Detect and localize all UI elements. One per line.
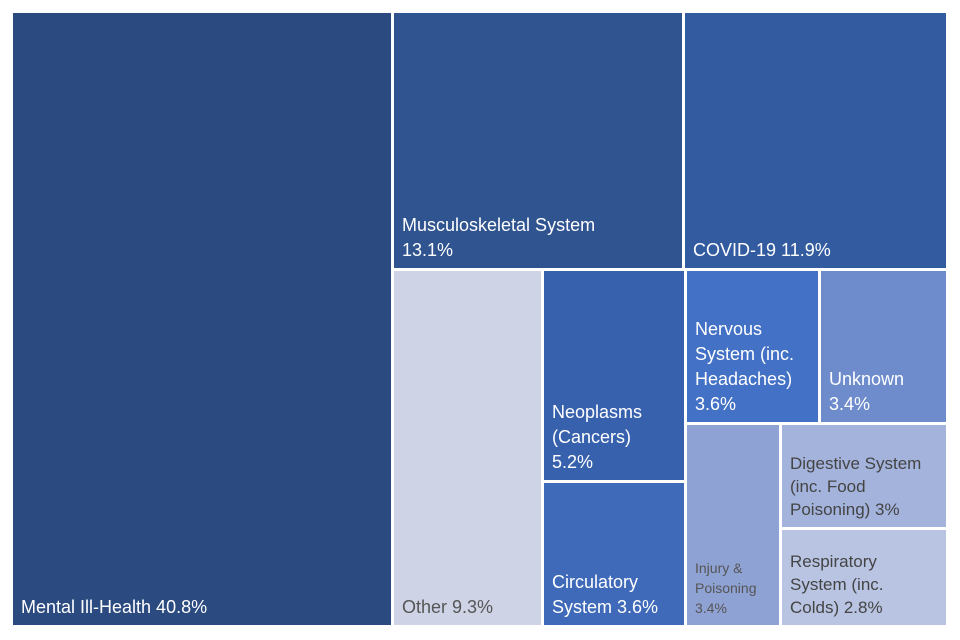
treemap-tile-label: 3.6%: [695, 394, 736, 414]
treemap-tile-rect: [394, 271, 541, 625]
treemap-tile: Respiratory System (inc. Colds) 2.8%: [782, 530, 946, 625]
treemap-tile-label: Circulatory: [552, 572, 638, 592]
treemap-tile-label: Digestive System: [790, 454, 921, 473]
treemap-tile-rect: [821, 271, 946, 422]
treemap-tile-rect: [544, 483, 684, 625]
treemap-tile-label: (Cancers): [552, 427, 631, 447]
treemap-tile-label: (inc. Food: [790, 477, 866, 496]
treemap-tile-label: Mental Ill-Health 40.8%: [21, 597, 207, 617]
treemap-tile-label: COVID-19 11.9%: [693, 240, 831, 260]
treemap-tile-rect: [782, 530, 946, 625]
treemap-tile-rect: [687, 271, 818, 422]
treemap-tile: Neoplasms (Cancers) 5.2%: [544, 271, 684, 480]
treemap-tile-label: 5.2%: [552, 452, 593, 472]
treemap-tile-label: System (inc.: [790, 575, 884, 594]
treemap-tile-label: 3.4%: [695, 600, 727, 616]
treemap-tile: Digestive System (inc. Food Poisoning) 3%: [782, 425, 946, 527]
treemap-tile-label: 3.4%: [829, 394, 870, 414]
treemap-tile-rect: [394, 13, 682, 268]
treemap-tile-label: 13.1%: [402, 240, 453, 260]
treemap-tile: Nervous System (inc. Headaches) 3.6%: [687, 271, 818, 422]
treemap-tile-rect: [685, 13, 946, 268]
treemap-tile-label: Unknown: [829, 369, 904, 389]
treemap-tile-label: System 3.6%: [552, 597, 658, 617]
treemap-tile-rect: [544, 271, 684, 480]
treemap-tile: Injury & Poisoning 3.4%: [687, 425, 779, 625]
treemap-tile-label: Musculoskeletal System: [402, 215, 595, 235]
treemap-tile-label: Neoplasms: [552, 402, 642, 422]
treemap-tile-label: Nervous: [695, 319, 762, 339]
treemap-tile-label: Injury &: [695, 560, 743, 576]
treemap-tile: Circulatory System 3.6%: [544, 483, 684, 625]
treemap-tile-label: System (inc.: [695, 344, 794, 364]
treemap-tile-rect: [782, 425, 946, 527]
treemap-tile-label: Poisoning: [695, 580, 757, 596]
treemap-tile-label: Headaches): [695, 369, 792, 389]
treemap-tile: Unknown 3.4%: [821, 271, 946, 422]
treemap-tile-label: Poisoning) 3%: [790, 500, 900, 519]
treemap-tile: COVID-19 11.9%: [685, 13, 946, 268]
treemap-tile-rect: [687, 425, 779, 625]
treemap-tile: Other 9.3%: [394, 271, 541, 625]
treemap-tile-label: Other 9.3%: [402, 597, 493, 617]
treemap-tile-rect: [13, 13, 391, 625]
treemap-tile-label: Respiratory: [790, 552, 877, 571]
treemap-tile: Musculoskeletal System 13.1%: [394, 13, 682, 268]
treemap-tile-label: Colds) 2.8%: [790, 598, 883, 617]
treemap-tile: Mental Ill-Health 40.8%: [13, 13, 391, 625]
